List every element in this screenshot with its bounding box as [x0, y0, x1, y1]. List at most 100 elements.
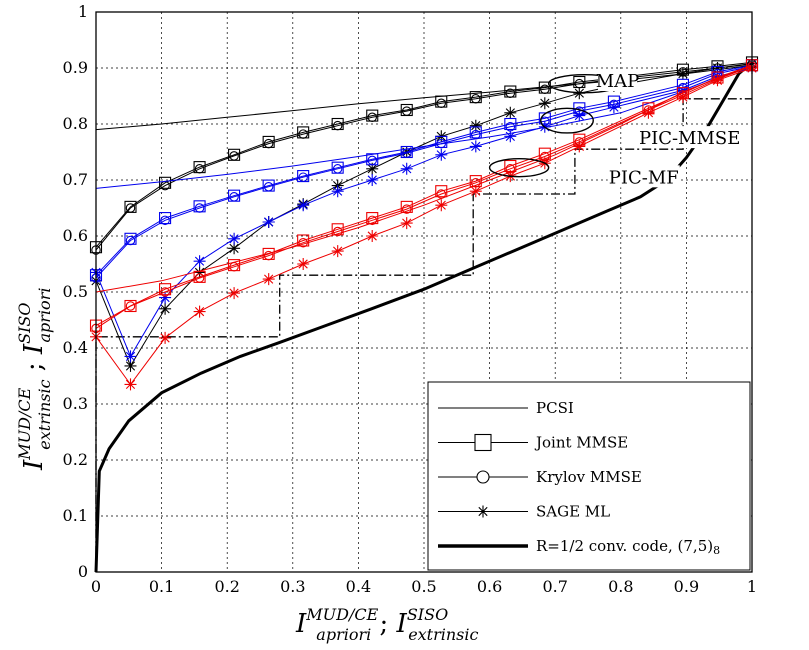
x-axis-label: IMUD/CE apriori ; ISISO extrinsic [295, 605, 479, 644]
star-marker [504, 130, 517, 143]
circle-marker [229, 151, 239, 161]
circle-marker [263, 181, 274, 192]
circle-marker [540, 84, 550, 95]
annotation-ellipse [540, 107, 594, 134]
circle-marker [263, 250, 274, 261]
star-marker [400, 162, 413, 175]
annotation-label: PIC-MMSE [639, 128, 740, 149]
y-tick-label: 0.6 [63, 226, 88, 245]
x-tick-label: 0.6 [477, 577, 502, 596]
star-marker [366, 162, 379, 175]
x-tick-label: 0.4 [346, 577, 371, 596]
legend-label: R=1/2 conv. code, (7,5)8 [536, 537, 720, 557]
star-marker [124, 378, 137, 391]
star-marker [573, 140, 586, 153]
star-marker [297, 199, 310, 212]
legend-item: Joint MMSE [438, 434, 628, 452]
annotation-label: PIC-MF [609, 167, 679, 188]
circle-marker [332, 164, 343, 174]
circle-marker [505, 88, 516, 98]
star-marker [676, 91, 689, 104]
circle-marker [332, 226, 343, 237]
annotation-label: MAP [596, 71, 640, 92]
square-marker [504, 117, 517, 131]
y-tick-label: 1 [78, 2, 88, 21]
star-marker [124, 350, 137, 363]
circle-marker [367, 215, 377, 226]
star-marker [193, 305, 206, 318]
circle-marker [471, 129, 481, 140]
y-axis-label: IMUD/CEextrinsic ; ISISOapriori [15, 288, 54, 471]
star-marker [331, 185, 344, 198]
circle-marker [298, 237, 308, 248]
y-tick-label: 0.1 [63, 506, 88, 525]
circle-marker [298, 129, 308, 139]
circle-marker [194, 203, 205, 213]
y-tick-label: 0.3 [63, 394, 88, 413]
y-tick-label: 0 [78, 562, 88, 581]
star-marker [642, 106, 655, 119]
star-marker [124, 359, 137, 372]
circle-marker [194, 164, 205, 174]
star-marker [159, 331, 172, 344]
series-line [95, 64, 753, 131]
circle-marker [401, 148, 412, 158]
star-marker [469, 140, 482, 153]
star-marker [193, 255, 206, 268]
series-line [95, 61, 753, 248]
star-marker [538, 97, 551, 110]
circle-marker [436, 189, 447, 199]
star-marker [159, 291, 172, 304]
star-marker [711, 74, 724, 87]
star-marker [477, 505, 489, 518]
legend-label: Krylov MMSE [536, 468, 642, 486]
x-tick-label: 0.3 [280, 577, 305, 596]
x-tick-label: 1 [747, 577, 757, 596]
tick-labels: 0 0.1 0.2 0.3 0.4 0.5 0.6 0.7 0.8 0.9 1 0 0.1 0.2 0.3 0… [63, 2, 758, 596]
star-marker [331, 245, 344, 258]
circle-marker [401, 204, 412, 214]
legend-item: SAGE ML [438, 503, 610, 521]
star-marker [573, 109, 586, 122]
circle-marker [160, 287, 170, 297]
annotation-label-bg [598, 69, 638, 91]
x-tick-label: 0 [91, 577, 101, 596]
circle-marker [401, 106, 412, 116]
x-tick-label: 0.5 [411, 577, 436, 596]
x-tick-label: 0.1 [149, 577, 174, 596]
annotation-label-bg [607, 165, 680, 188]
circle-marker [263, 138, 274, 149]
circle-marker [125, 301, 136, 311]
y-tick-label: 0.4 [63, 338, 88, 357]
star-marker [711, 62, 724, 74]
legend-item: Krylov MMSE [438, 468, 642, 486]
star-marker [676, 67, 689, 80]
legend-item: PCSI [438, 399, 574, 417]
series-line [95, 67, 753, 386]
star-marker [400, 217, 413, 230]
circle-marker [125, 235, 136, 246]
circle-marker [194, 273, 205, 283]
plot-frame [95, 11, 753, 573]
annotation-label-bg [642, 126, 737, 149]
star-marker [504, 106, 517, 119]
x-tick-label: 0.9 [674, 577, 699, 596]
annotation-ellipse [488, 158, 550, 178]
circle-marker [436, 138, 447, 149]
star-marker [159, 302, 172, 315]
legend-item: R=1/2 conv. code, (7,5)8 [438, 537, 720, 557]
y-tick-label: 0.7 [63, 170, 88, 189]
legend-label: PCSI [536, 399, 574, 417]
square-marker [124, 299, 137, 313]
star-marker [366, 174, 379, 186]
star-marker [435, 199, 448, 212]
star-marker [469, 119, 482, 132]
x-tick-label: 0.2 [214, 577, 239, 596]
circle-marker [367, 112, 377, 123]
series-red-star [90, 62, 758, 391]
circle-marker [476, 470, 490, 484]
circle-marker [367, 155, 377, 166]
square-marker [435, 185, 448, 198]
circle-marker [229, 192, 239, 202]
star-marker [607, 101, 620, 114]
